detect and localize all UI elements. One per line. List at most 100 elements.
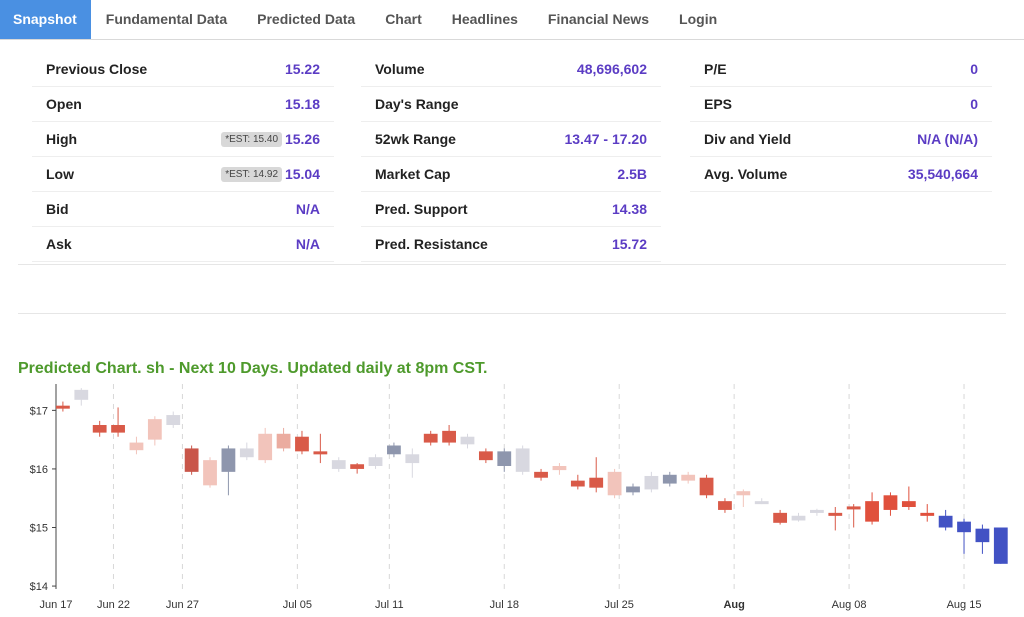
candle-body	[166, 415, 181, 425]
snapshot-label: Div and Yield	[704, 131, 792, 147]
candle-body	[607, 471, 622, 496]
snapshot-label: EPS	[704, 96, 733, 112]
candle-body	[387, 445, 401, 455]
tab-financial-news[interactable]: Financial News	[547, 11, 650, 27]
candle-body	[478, 451, 493, 461]
snapshot-value: 15.26	[284, 131, 320, 147]
candle-body	[147, 419, 162, 440]
candle-body	[865, 501, 879, 522]
candle-body	[773, 512, 788, 523]
snapshot-row: Pred. Resistance 15.72	[361, 227, 661, 262]
y-tick-label: $17	[30, 405, 48, 417]
candle-body	[313, 451, 328, 455]
snapshot-column-3: P/E 0 EPS 0 Div and Yield N/A (N/A) Avg. Volum…	[690, 52, 992, 192]
candle-body	[295, 436, 309, 452]
candle-body	[810, 509, 824, 513]
candle-body	[497, 451, 512, 466]
snapshot-label: Bid	[46, 201, 69, 217]
snapshot-value: 2.5B	[617, 166, 647, 182]
snapshot-label: Pred. Support	[375, 201, 468, 217]
x-tick-label: Jun 22	[97, 599, 130, 611]
tab-snapshot[interactable]: Snapshot	[0, 0, 91, 39]
snapshot-row: EPS 0	[690, 87, 992, 122]
candle-body	[534, 471, 548, 478]
snapshot-value: 15.18	[284, 96, 320, 112]
snapshot-row: Previous Close 15.22	[32, 52, 334, 87]
snapshot-value: 15.22	[284, 61, 320, 77]
x-tick-label: Aug 15	[947, 599, 982, 611]
snapshot-value: N/A (N/A)	[917, 131, 978, 147]
candle-body	[368, 457, 383, 466]
candle-body	[754, 501, 769, 505]
candle-body	[276, 433, 291, 449]
snapshot-label: Avg. Volume	[704, 166, 788, 182]
candle-body	[92, 425, 107, 433]
x-tick-label: Jun 17	[39, 599, 72, 611]
candle-body	[938, 515, 953, 528]
candle-body	[221, 448, 236, 472]
tab-chart[interactable]: Chart	[385, 11, 422, 27]
snapshot-row: Market Cap 2.5B	[361, 157, 661, 192]
snapshot-row: High *EST: 15.40 15.26	[32, 122, 334, 157]
snapshot-value: 13.47 - 17.20	[564, 131, 647, 147]
snapshot-row: Div and Yield N/A (N/A)	[690, 122, 992, 157]
estimate-badge: *EST: 15.40	[221, 132, 282, 147]
tab-fundamental-data[interactable]: Fundamental Data	[105, 11, 228, 27]
candle-body	[920, 512, 935, 516]
candle-body	[570, 480, 585, 487]
candle-body	[975, 528, 990, 543]
snapshot-label: P/E	[704, 61, 727, 77]
candle-body	[662, 474, 677, 484]
snapshot-label: 52wk Range	[375, 131, 456, 147]
candle-body	[589, 477, 604, 488]
snapshot-row: Open 15.18	[32, 87, 334, 122]
candle-body	[681, 474, 696, 481]
candle-body	[644, 475, 659, 490]
snapshot-row: 52wk Range 13.47 - 17.20	[361, 122, 661, 157]
y-tick-label: $15	[30, 523, 48, 535]
candle-body	[846, 506, 861, 510]
snapshot-label: Open	[46, 96, 82, 112]
snapshot-value: 48,696,602	[576, 61, 647, 77]
x-tick-label: Jul 18	[490, 599, 519, 611]
snapshot-value: 0	[970, 61, 978, 77]
candle-body	[423, 433, 438, 443]
x-tick-label: Aug	[723, 599, 744, 611]
snapshot-label: Market Cap	[375, 166, 451, 182]
candle-body	[203, 460, 217, 486]
snapshot-label: Ask	[46, 236, 72, 252]
x-tick-label: Jul 11	[375, 599, 404, 611]
candle-body	[552, 466, 567, 471]
candle-body	[718, 501, 732, 510]
snapshot-row: Pred. Support 14.38	[361, 192, 661, 227]
candle-body	[883, 495, 898, 510]
snapshot-row: Bid N/A	[32, 192, 334, 227]
chart-title: Predicted Chart. sh - Next 10 Days. Upda…	[18, 360, 488, 377]
snapshot-label: High	[46, 131, 78, 147]
tab-headlines[interactable]: Headlines	[451, 11, 518, 27]
candle-body	[405, 454, 420, 464]
snapshot-label: Previous Close	[46, 61, 148, 77]
estimate-badge: *EST: 14.92	[221, 167, 282, 182]
candlestick-chart: $17 $16 $15 $14 Jun 17 Jun 22 Jun 27 Jul 05 Jul …	[30, 384, 1008, 611]
candle-body	[74, 389, 89, 400]
candle-body	[258, 433, 273, 461]
snapshot-row: Ask N/A	[32, 227, 334, 262]
tab-predicted-data[interactable]: Predicted Data	[257, 11, 356, 27]
snapshot-value: 35,540,664	[907, 166, 978, 182]
x-tick-label: Aug 08	[832, 599, 867, 611]
snapshot-value: 0	[970, 96, 978, 112]
snapshot-value: 15.04	[284, 166, 320, 182]
snapshot-row: Day's Range	[361, 87, 661, 122]
tab-bar: Snapshot Fundamental Data Predicted Data Ch…	[0, 0, 1024, 40]
candle-body	[736, 491, 751, 496]
snapshot-label: Day's Range	[375, 96, 459, 112]
x-tick-label: Jul 05	[283, 599, 312, 611]
snapshot-row: Avg. Volume 35,540,664	[690, 157, 992, 192]
candle-body	[239, 448, 254, 458]
divider	[18, 264, 1006, 265]
tab-login[interactable]: Login	[679, 11, 718, 27]
candle-body	[993, 527, 1008, 564]
candle-body	[957, 521, 971, 533]
y-tick-label: $14	[30, 581, 48, 593]
